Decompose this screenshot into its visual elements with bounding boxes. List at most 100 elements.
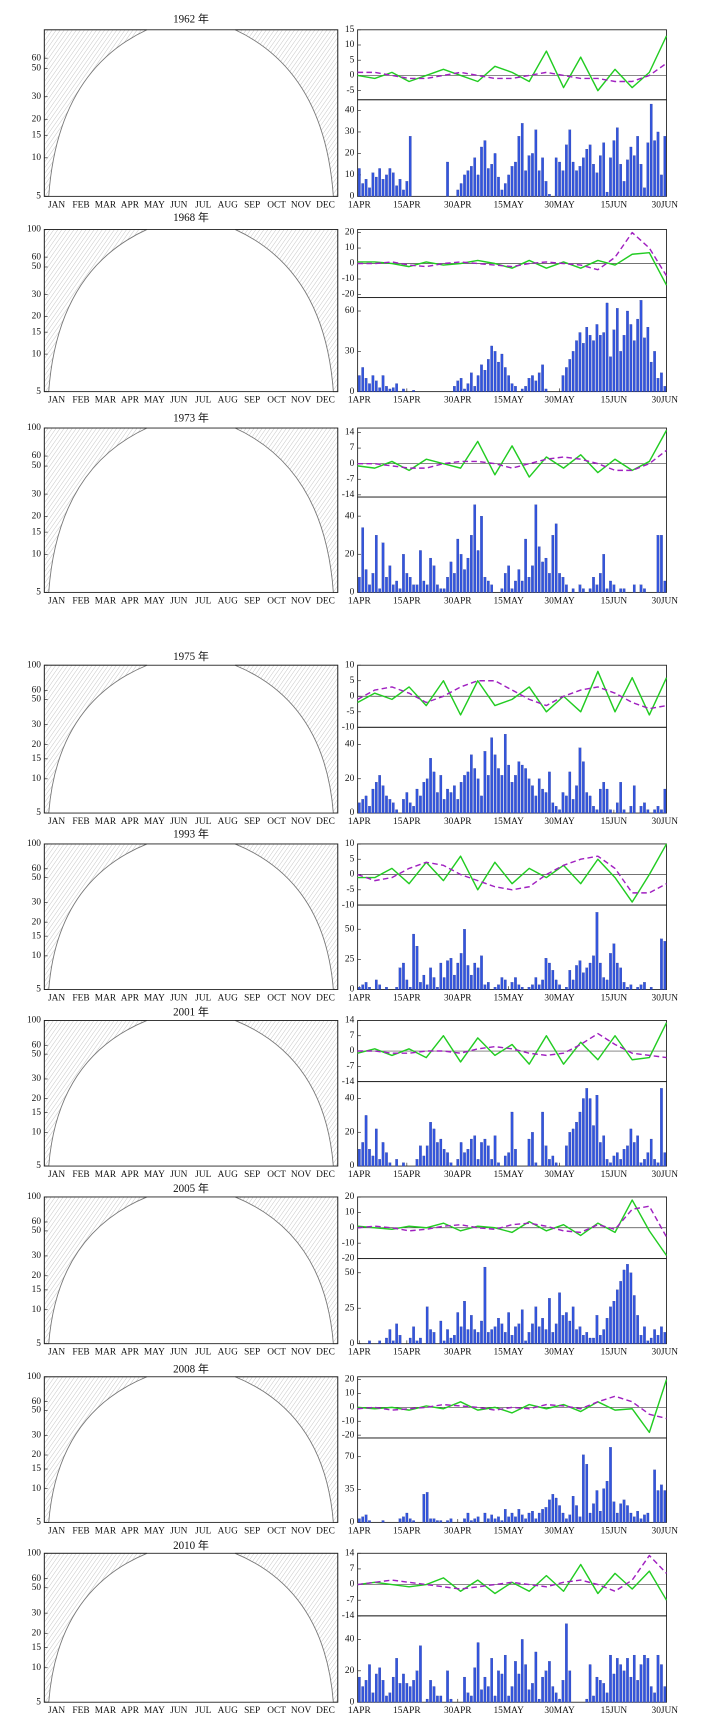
- bar: [578, 960, 582, 990]
- bar: [405, 1512, 409, 1523]
- bar: [541, 561, 544, 593]
- bar: [565, 1518, 568, 1523]
- bar: [582, 1098, 585, 1167]
- bar: [463, 1301, 466, 1344]
- bar: [378, 1340, 381, 1344]
- x-tick-label: 30MAY: [544, 1706, 575, 1716]
- bar: [649, 1686, 653, 1703]
- bar: [391, 584, 395, 593]
- bar: [497, 176, 500, 197]
- bar: [487, 775, 490, 814]
- bar: [361, 367, 365, 392]
- bar: [429, 1122, 432, 1167]
- bar: [602, 1135, 606, 1167]
- y-tick-label: 15: [32, 527, 42, 537]
- bar: [534, 1162, 538, 1167]
- bar: [446, 1329, 449, 1344]
- bar: [605, 191, 609, 197]
- bar: [643, 1326, 646, 1344]
- bar: [503, 734, 507, 814]
- bar: [632, 340, 636, 392]
- y-tick-label: 50: [32, 695, 42, 705]
- bar: [578, 584, 582, 593]
- bar: [405, 573, 409, 593]
- bar: [470, 1315, 473, 1344]
- bar: [520, 764, 524, 814]
- x-tick-label: OCT: [267, 1348, 286, 1358]
- y-tick-label: 15: [32, 327, 42, 337]
- bar: [551, 1686, 555, 1703]
- x-tick-label: AUG: [218, 1526, 239, 1536]
- bar: [656, 378, 660, 392]
- bar: [358, 1518, 361, 1523]
- bar: [497, 1162, 500, 1167]
- x-tick-label: JUN: [170, 596, 187, 606]
- bar: [663, 1332, 667, 1344]
- bar: [463, 1518, 466, 1523]
- x-tick-label: 15JUN: [601, 817, 628, 827]
- series-line: [357, 251, 668, 286]
- bar: [551, 535, 555, 593]
- x-tick-label: 1APR: [348, 817, 372, 827]
- x-tick-label: DEC: [316, 396, 335, 406]
- x-tick-label: MAR: [95, 817, 117, 827]
- bar: [660, 1088, 663, 1167]
- bar: [473, 504, 477, 593]
- bar: [554, 1692, 558, 1703]
- bar: [459, 1326, 463, 1344]
- bar: [395, 383, 398, 392]
- bar: [503, 979, 507, 990]
- y-tick-label: -10: [342, 722, 355, 732]
- cone-left: [43, 843, 148, 990]
- bar: [490, 1329, 493, 1344]
- bar: [483, 140, 487, 197]
- bar: [497, 984, 500, 990]
- bar: [554, 1497, 558, 1523]
- x-tick-label: JUN: [170, 200, 187, 210]
- bar: [412, 1520, 415, 1523]
- bar: [561, 1512, 565, 1523]
- y-tick-label: -7: [347, 474, 355, 484]
- bar: [656, 1335, 660, 1344]
- bar: [595, 1490, 599, 1523]
- y-tick-label: 100: [27, 839, 41, 849]
- bar: [605, 788, 609, 814]
- y-tick-label: 70: [345, 1452, 355, 1462]
- y-tick-label: 15: [32, 1285, 42, 1295]
- panel-title: 1993 年: [173, 827, 209, 841]
- bar: [487, 1332, 490, 1344]
- bar: [561, 375, 565, 392]
- y-tick-label: 10: [345, 1208, 355, 1218]
- y-tick-label: 10: [32, 1484, 42, 1494]
- x-tick-label: FEB: [72, 396, 89, 406]
- series-line: [357, 1199, 668, 1256]
- y-tick-label: 30: [32, 720, 42, 730]
- bar: [408, 1518, 412, 1523]
- bar: [364, 982, 368, 990]
- bar: [605, 302, 609, 392]
- x-tick-label: FEB: [72, 1170, 89, 1180]
- bar: [612, 1501, 616, 1523]
- bar: [656, 806, 660, 814]
- bar: [619, 164, 622, 197]
- bar: [493, 1695, 497, 1703]
- bar: [646, 1658, 650, 1703]
- y-tick-label: 5: [36, 985, 41, 995]
- series-line: [357, 680, 667, 710]
- bar: [541, 157, 544, 197]
- bar: [439, 1138, 443, 1167]
- bar: [371, 788, 375, 814]
- y-tick-label: 15: [32, 1108, 42, 1118]
- series-line: [357, 670, 668, 716]
- bar: [605, 1480, 609, 1523]
- y-tick-label: 40: [345, 1635, 355, 1645]
- x-tick-label: AUG: [218, 994, 239, 1004]
- cone-right: [234, 843, 339, 990]
- y-tick-label: 60: [32, 1217, 42, 1227]
- plot-frame: [43, 1552, 339, 1703]
- bar: [551, 802, 555, 814]
- bar: [402, 388, 405, 392]
- bar: [466, 1512, 470, 1523]
- bar: [483, 1512, 487, 1523]
